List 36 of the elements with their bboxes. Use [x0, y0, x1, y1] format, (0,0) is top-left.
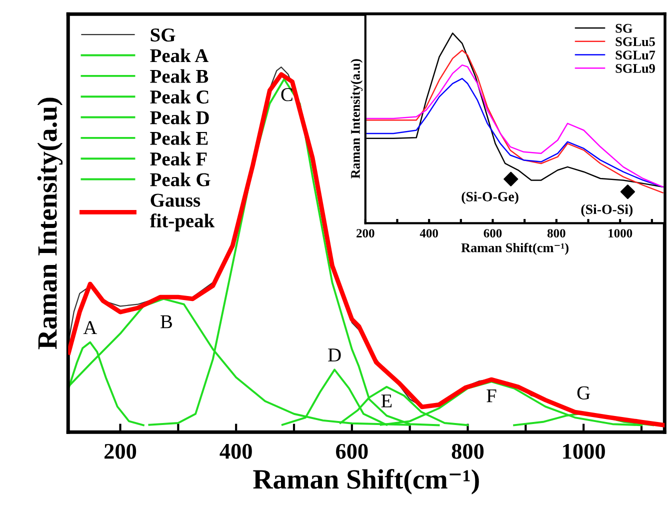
annotation: G [577, 386, 590, 400]
x-tick-label: 1000 [563, 444, 605, 459]
x-axis-title: Raman Shift(cm⁻¹) [253, 468, 479, 494]
annotation: (Si-O-Si) [581, 204, 633, 217]
legend-label: SG [150, 28, 176, 42]
legend-label: Peak A [150, 48, 209, 62]
x-tick-label: 600 [336, 444, 368, 459]
annotation: A [83, 321, 98, 334]
x-tick-label: 800 [452, 444, 484, 459]
legend-label: SGLu7 [616, 50, 656, 60]
x-tick-label: 200 [356, 229, 374, 238]
legend-label: Peak G [150, 172, 210, 186]
x-tick-label: 800 [547, 229, 566, 238]
legend-label: SG [616, 24, 632, 33]
legend-label: Gauss fit-peak [150, 194, 215, 232]
annotation: C [281, 88, 292, 102]
legend-label: SGLu9 [616, 64, 655, 73]
x-axis-title: Raman Shift(cm⁻¹) [461, 242, 568, 255]
legend-label: Peak D [150, 110, 209, 124]
x-tick-label: 600 [484, 229, 502, 238]
x-tick-label: 400 [220, 444, 252, 459]
x-tick-label: 400 [420, 229, 438, 238]
annotation: D [328, 348, 341, 362]
legend-label: Peak E [150, 131, 208, 145]
legend-label: Peak B [150, 69, 208, 83]
x-tick-label: 1000 [608, 229, 632, 238]
annotation: E [381, 394, 392, 408]
y-axis-title: Raman Intensity(a.u) [350, 59, 363, 179]
annotation: (Si-O-Ge) [462, 192, 518, 204]
legend-label: SGLu5 [616, 37, 655, 46]
legend-label: Peak C [150, 90, 208, 104]
annotation: F [486, 389, 496, 402]
x-tick-label: 200 [104, 444, 136, 459]
y-axis-title: Raman Intensity(a.u) [37, 98, 63, 350]
annotation: B [160, 315, 172, 328]
legend-label: Peak F [150, 152, 207, 166]
